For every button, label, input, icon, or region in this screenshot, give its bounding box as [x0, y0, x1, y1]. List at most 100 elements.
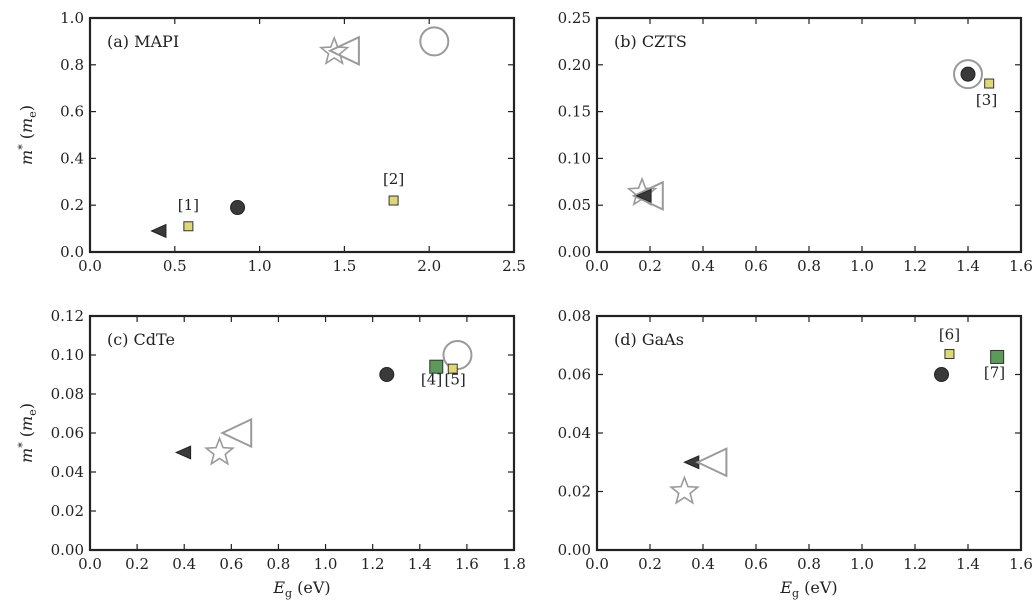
x-tick-label: 0.8: [797, 257, 821, 275]
y-tick-label: 0.12: [51, 307, 84, 325]
x-tick-label: 1.4: [956, 555, 980, 573]
data-point-square-green: [990, 349, 1005, 364]
plot-frame: [88, 16, 516, 254]
x-tick-label: 1.0: [850, 555, 874, 573]
panel-label: (b) CZTS: [614, 32, 687, 51]
y-tick-label: 0.02: [51, 502, 84, 520]
y-tick-label: 0.10: [558, 149, 591, 167]
x-tick-label: 1.5: [332, 257, 356, 275]
y-tick-label: 0.6: [60, 103, 84, 121]
x-tick-label: 0.6: [744, 257, 768, 275]
x-tick-label: 0.6: [219, 555, 243, 573]
x-tick-label: 0.6: [744, 555, 768, 573]
x-tick-label: 2.5: [502, 257, 526, 275]
data-point-circle-filled: [230, 200, 246, 216]
data-point-circle-open: [419, 26, 450, 57]
x-tick-label: 0.2: [125, 555, 149, 573]
x-tick-label: 0.4: [691, 257, 715, 275]
x-tick-label: 1.2: [903, 257, 927, 275]
x-tick-label: 0.8: [797, 555, 821, 573]
x-tick-label: 1.0: [248, 257, 272, 275]
y-tick-label: 0.20: [558, 56, 591, 74]
x-tick-label: 1.0: [314, 555, 338, 573]
data-point-triangle-left-filled: [150, 223, 167, 239]
data-point-square-yellow: [944, 349, 955, 360]
data-point-triangle-left-open: [327, 35, 360, 66]
panel-label: (a) MAPI: [107, 32, 179, 51]
panel-2: 0.0 0.2 0.4 0.6 0.8 1.0 1.2 1.4 1.6 1.8 0.00 0.02 0.…: [16, 307, 526, 600]
reference-annotation: [3]: [976, 91, 997, 109]
data-point-square-yellow: [183, 221, 194, 232]
x-tick-label: 1.8: [502, 555, 526, 573]
panel-1: 0.0 0.2 0.4 0.6 0.8 1.0 1.2 1.4 1.6 0.00 0.05 0.10 0…: [558, 9, 1033, 275]
y-tick-label: 0.06: [558, 366, 591, 384]
ylabel-0: m* (me): [16, 105, 39, 165]
data-point-triangle-left-open: [220, 417, 253, 449]
panel-label: (c) CdTe: [107, 330, 175, 349]
y-tick-label: 0.10: [51, 346, 84, 364]
data-point-square-yellow: [984, 78, 995, 89]
x-tick-label: 1.4: [408, 555, 432, 573]
data-point-circle-open: [953, 59, 983, 90]
xlabel-3: Eg (eV): [779, 578, 837, 600]
reference-annotation: [1]: [178, 196, 199, 214]
data-point-star-open: [318, 35, 350, 66]
y-tick-label: 0.05: [558, 196, 591, 214]
y-tick-label: 0.0: [60, 243, 84, 261]
data-point-triangle-left-filled: [174, 445, 192, 460]
data-point-triangle-left-open: [695, 447, 728, 478]
y-tick-label: 0.08: [558, 307, 591, 325]
x-tick-label: 1.6: [455, 555, 479, 573]
y-tick-label: 0.2: [60, 196, 84, 214]
y-tick-label: 0.4: [60, 149, 84, 167]
x-tick-label: 1.6: [1009, 555, 1033, 573]
x-tick-label: 0.0: [78, 257, 102, 275]
y-tick-label: 0.08: [51, 385, 84, 403]
plot-frame: [88, 314, 516, 552]
x-tick-label: 1.0: [850, 257, 874, 275]
x-tick-label: 0.4: [172, 555, 196, 573]
data-point-star-open: [204, 436, 235, 466]
x-tick-label: 1.2: [361, 555, 385, 573]
x-tick-label: 0.0: [585, 257, 609, 275]
data-point-square-green: [429, 359, 444, 374]
ylabel-2: m* (me): [16, 403, 39, 463]
xlabel-2: Eg (eV): [272, 578, 330, 600]
data-point-circle-filled: [934, 367, 949, 382]
plot-frame: [595, 314, 1023, 552]
y-tick-label: 0.06: [51, 424, 84, 442]
y-tick-label: 0.15: [558, 103, 591, 121]
y-tick-label: 0.04: [51, 463, 84, 481]
data-point-circle-filled: [379, 367, 395, 382]
x-tick-label: 0.2: [638, 555, 662, 573]
data-point-circle-filled: [960, 66, 976, 82]
data-point-triangle-left-filled: [635, 188, 652, 204]
reference-annotation: [4]: [421, 370, 442, 388]
reference-annotation: [5]: [444, 370, 465, 388]
x-tick-label: 1.4: [956, 257, 980, 275]
data-point-square-yellow: [447, 363, 458, 374]
x-tick-label: 1.2: [903, 555, 927, 573]
reference-annotation: [2]: [383, 170, 404, 188]
x-tick-label: 1.6: [1009, 257, 1033, 275]
data-point-star-open: [626, 176, 658, 207]
x-tick-label: 0.5: [163, 257, 187, 275]
y-tick-label: 0.00: [558, 243, 591, 261]
y-tick-label: 0.00: [51, 541, 84, 559]
y-tick-label: 0.8: [60, 56, 84, 74]
x-tick-label: 0.4: [691, 555, 715, 573]
panel-3: 0.0 0.2 0.4 0.6 0.8 1.0 1.2 1.4 1.6 0.00 0.02 0.04 0…: [558, 307, 1033, 600]
y-tick-label: 0.00: [558, 541, 591, 559]
panel-0: 0.0 0.5 1.0 1.5 2.0 2.5 0.0 0.2 0.4 0.6 0.8 1.0 (a) …: [16, 9, 526, 275]
panel-label: (d) GaAs: [614, 330, 684, 349]
x-tick-label: 0.2: [638, 257, 662, 275]
y-tick-label: 0.25: [558, 9, 591, 27]
reference-annotation: [7]: [984, 363, 1005, 381]
x-tick-label: 0.0: [585, 555, 609, 573]
reference-annotation: [6]: [939, 325, 960, 343]
x-tick-label: 0.8: [267, 555, 291, 573]
data-point-star-open: [669, 475, 700, 505]
y-tick-label: 1.0: [60, 9, 84, 27]
y-tick-label: 0.02: [558, 483, 591, 501]
